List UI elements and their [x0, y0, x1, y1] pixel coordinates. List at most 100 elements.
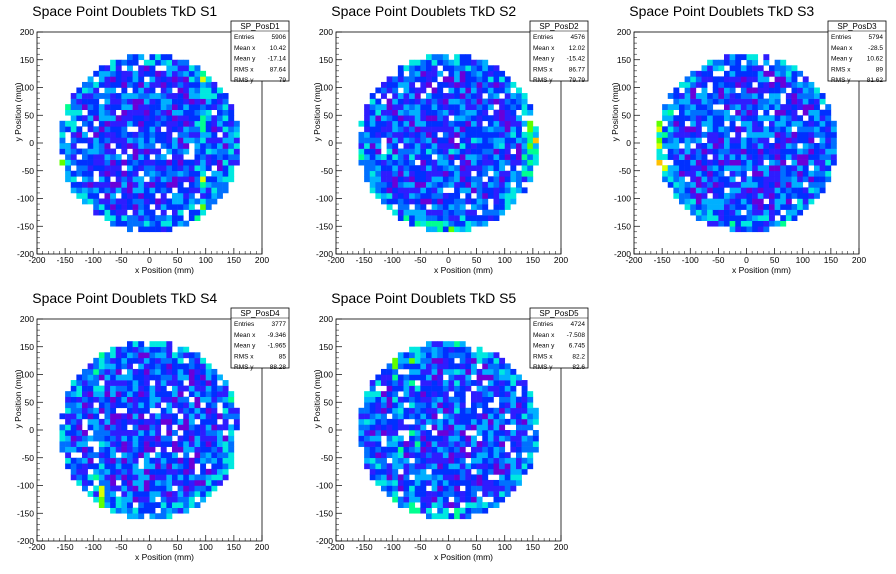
histogram-bin — [149, 93, 156, 99]
histogram-bin — [138, 98, 145, 105]
histogram-bin — [138, 215, 145, 221]
histogram-bin — [707, 126, 714, 133]
histogram-bin — [465, 220, 472, 227]
histogram-bin — [499, 209, 506, 216]
stats-label: Mean y — [831, 56, 853, 63]
histogram-bin — [183, 385, 190, 392]
histogram-bin — [465, 474, 472, 481]
histogram-bin — [76, 170, 83, 177]
histogram-bin — [375, 165, 382, 172]
histogram-bin — [493, 391, 500, 397]
histogram-bin — [149, 402, 156, 409]
histogram-bin — [188, 374, 195, 381]
histogram-bin — [442, 463, 449, 470]
histogram-bin — [200, 435, 207, 442]
histogram-bin — [177, 154, 184, 160]
histogram-bin — [431, 463, 438, 470]
histogram-bin — [712, 198, 719, 205]
histogram-bin — [431, 87, 438, 94]
histogram-bin — [482, 441, 489, 447]
histogram-bin — [381, 424, 387, 431]
histogram-bin — [414, 374, 421, 381]
y-axis-label: y Position (mm) — [312, 369, 322, 428]
histogram-bin — [695, 81, 702, 88]
histogram-bin — [110, 457, 117, 464]
histogram-bin — [448, 441, 455, 447]
histogram-bin — [791, 154, 798, 160]
histogram-bin — [774, 59, 781, 66]
histogram-bin — [375, 176, 382, 183]
histogram-bin — [65, 391, 72, 397]
histogram-bin — [127, 54, 133, 61]
histogram-bin — [431, 126, 438, 133]
histogram-bin — [177, 87, 184, 94]
histogram-bin — [802, 81, 809, 88]
histogram-bin — [448, 474, 455, 481]
histogram-bin — [160, 59, 167, 66]
histogram-bin — [155, 70, 162, 77]
histogram-bin — [740, 204, 747, 210]
histogram-bin — [718, 154, 725, 160]
plot-title: Space Point Doublets TkD S1 — [32, 3, 217, 19]
histogram-bin — [465, 98, 472, 105]
histogram-bin — [76, 385, 83, 392]
histogram-bin — [172, 70, 178, 77]
histogram-bin — [200, 154, 207, 160]
histogram-bin — [459, 407, 466, 414]
histogram-bin — [70, 407, 77, 414]
histogram-bin — [414, 176, 421, 183]
histogram-bin — [476, 357, 483, 364]
histogram-bin — [381, 81, 387, 88]
histogram-bin — [414, 452, 421, 459]
histogram-bin — [437, 352, 444, 359]
histogram-bin — [381, 198, 387, 205]
histogram-bin — [381, 430, 387, 436]
histogram-bin — [448, 198, 455, 205]
histogram-bin — [392, 418, 399, 425]
histogram-bin — [149, 463, 156, 470]
histogram-bin — [386, 463, 393, 470]
histogram-bin — [127, 137, 133, 144]
y-tick-label: -100 — [316, 481, 333, 491]
histogram-bin — [712, 115, 719, 122]
histogram-bin — [222, 452, 229, 459]
histogram-bin — [830, 159, 837, 166]
histogram-bin — [172, 209, 178, 216]
histogram-bin — [110, 396, 117, 403]
histogram-bin — [166, 204, 173, 210]
histogram-bin — [414, 507, 421, 514]
histogram-bin — [397, 104, 404, 110]
histogram-bin — [121, 441, 128, 447]
histogram-bin — [143, 491, 150, 497]
histogram-bin — [442, 513, 449, 520]
histogram-bin — [200, 143, 207, 149]
histogram-bin — [442, 115, 449, 122]
histogram-bin — [409, 430, 416, 436]
histogram-bin — [138, 226, 145, 233]
histogram-bin — [757, 87, 764, 94]
histogram-bin — [695, 126, 702, 133]
histogram-bin — [149, 81, 156, 88]
histogram-bin — [471, 148, 477, 155]
plot-title: Space Point Doublets TkD S3 — [629, 3, 814, 19]
histogram-bin — [825, 120, 832, 127]
histogram-bin — [471, 446, 477, 453]
histogram-bin — [397, 485, 404, 492]
histogram-bin — [149, 435, 156, 442]
histogram-bin — [166, 502, 173, 508]
histogram-bin — [403, 468, 410, 475]
histogram-bin — [110, 402, 117, 409]
histogram-bin — [155, 341, 162, 348]
histogram-bin — [454, 226, 461, 233]
histogram-bin — [532, 446, 539, 453]
histogram-bin — [420, 209, 427, 216]
histogram-bin — [166, 137, 173, 144]
histogram-bin — [808, 148, 815, 155]
histogram-bin — [695, 120, 702, 127]
histogram-bin — [222, 424, 229, 431]
histogram-bin — [437, 104, 444, 110]
histogram-bin — [93, 368, 100, 375]
histogram-bin — [65, 126, 72, 133]
histogram-bin — [172, 396, 178, 403]
histogram-bin — [774, 170, 781, 177]
